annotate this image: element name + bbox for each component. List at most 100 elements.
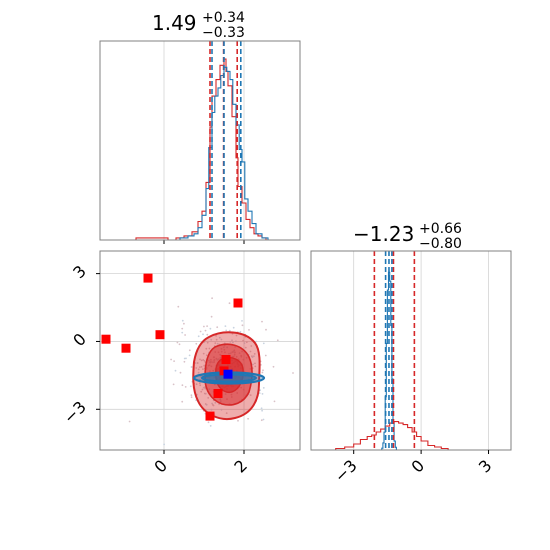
joint-frame [99,250,301,451]
joint-red-marker [101,334,111,344]
joint-sample-point [242,339,245,342]
joint-sample-point [202,333,204,336]
joint-sample-point [183,322,185,325]
joint-sample-point [209,425,212,427]
hist-param1-grid [163,41,245,244]
joint-x-tick-label: 0 [150,456,171,477]
joint-sample-point [206,333,209,336]
joint-sample-point [199,358,201,361]
joint-sample-point [220,338,223,341]
joint-sample-point [261,409,263,412]
hist-param2-blue-series [381,271,397,450]
joint-sample-point [199,384,202,387]
joint-sample-point [206,325,209,327]
joint-red-marker [143,273,153,283]
joint-sample-point [239,330,242,333]
joint-sample-point [181,327,184,330]
joint-sample-point [210,408,213,411]
joint-sample-point [265,328,267,331]
joint-sample-point [232,341,234,344]
joint-sample-point [235,334,238,337]
joint-sample-point [188,349,191,352]
joint-sample-point [228,302,231,305]
joint-grid [100,251,300,450]
joint-sample-point [183,360,186,363]
joint-sample-point [190,394,193,397]
hist-param2-x-tick-label: −3 [331,456,361,486]
joint-sample-point [203,360,206,362]
joint-sample-point [183,357,186,360]
joint-sample-point [251,356,254,358]
joint-sample-point [184,386,187,388]
joint-sample-point [176,341,179,344]
title-param2-value: −1.23 [353,222,414,246]
hist-param2-x-tick-label: 3 [475,456,496,477]
hist-param2-x-ticks: −3 0 3 [331,450,496,486]
joint-sample-point [272,365,275,368]
joint-sample-point [232,326,235,329]
joint-sample-point [181,331,184,334]
joint-sample-point [235,340,237,343]
joint-sample-point [261,320,263,323]
joint-sample-point [196,362,199,364]
joint-sample-point [200,359,203,362]
joint-sample-point [128,420,131,423]
joint-sample-point [220,408,223,411]
joint-sample-point [245,341,248,344]
joint-sample-point [195,367,198,369]
joint-sample-point [262,418,265,421]
joint-sample-point [228,329,231,332]
joint-sample-point [253,353,256,355]
hist-param2-frame [310,250,512,451]
joint-sample-point [207,397,210,399]
joint-blue-marker [223,369,233,379]
joint-sample-point [215,338,218,341]
joint-sample-point [202,352,205,355]
joint-sample-point [203,364,206,367]
joint-sample-point [243,342,246,345]
joint-sample-point [211,297,214,300]
joint-sample-point [195,342,198,345]
joint-y-tick-label: 0 [69,329,90,350]
joint-sample-point [181,384,184,387]
joint-sample-point [250,345,253,347]
joint-sample-point [244,346,247,349]
hist-param2-grid [353,251,489,450]
joint-sample-point [205,354,208,357]
hist-param2-x-tick-label: 0 [408,456,429,477]
joint-sample-point [200,366,203,368]
joint-sample-point [273,400,276,403]
joint-sample-point [260,407,263,410]
joint-y-tick-label: 3 [69,262,90,283]
joint-sample-point [207,421,210,424]
title-param1: 1.49 +0.34 −0.33 [152,10,245,41]
joint-sample-point [197,368,200,371]
joint-y-tick-label: −3 [60,397,90,427]
joint-sample-point [224,325,227,327]
joint-sample-point [189,385,192,388]
joint-sample-point [208,347,211,350]
joint-sample-point [249,350,252,353]
joint-sample-point [248,329,250,331]
hist-param1-frame [99,40,301,241]
joint-sample-point [216,342,219,345]
title-param2-err-minus: −0.80 [419,236,462,252]
joint-sample-point [181,400,184,403]
joint-sample-point [255,340,258,343]
joint-sample-point [209,327,212,330]
joint-sample-point [229,341,232,343]
joint-sample-point [202,359,205,361]
hist-param2-panel: −3 0 3 [310,250,512,486]
joint-sample-point [195,383,198,386]
joint-sample-point [200,390,203,393]
title-param1-value: 1.49 [152,11,197,35]
joint-red-marker [213,389,223,398]
joint-sample-point [254,365,257,368]
joint-sample-point [198,382,201,385]
joint-sample-point [215,335,218,337]
joint-sample-point [214,342,217,344]
joint-sample-point [185,357,187,360]
